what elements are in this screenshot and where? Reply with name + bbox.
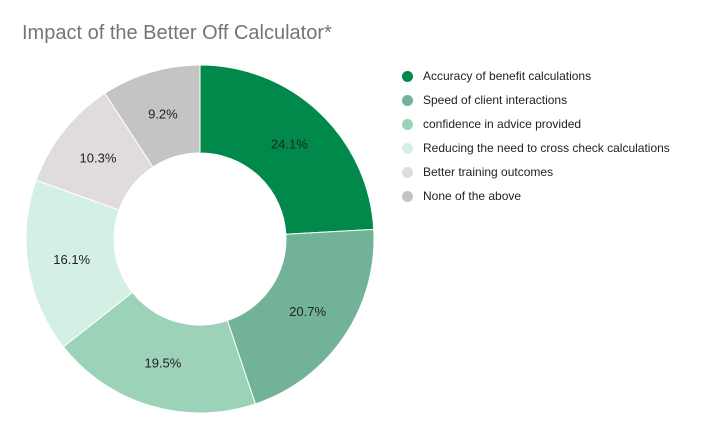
legend-label: Speed of client interactions — [423, 93, 568, 107]
legend-swatch-icon — [402, 94, 413, 106]
legend-swatch-icon — [402, 166, 413, 178]
legend-item-3: confidence in advice provided — [402, 112, 670, 136]
donut-slice-6 — [104, 64, 201, 168]
legend-label: Accuracy of benefit calculations — [423, 69, 592, 83]
legend-label: confidence in advice provided — [423, 117, 582, 131]
donut-slice-2 — [226, 228, 375, 405]
slice-label-5: 10.3% — [80, 150, 117, 165]
legend-swatch-icon — [402, 70, 413, 82]
legend-item-4: Reducing the need to cross check calcula… — [402, 136, 670, 160]
slice-label-4: 16.1% — [53, 252, 90, 267]
legend-item-5: Better training outcomes — [402, 160, 670, 184]
legend-label: Reducing the need to cross check calcula… — [423, 141, 670, 155]
legend-swatch-icon — [402, 118, 413, 130]
chart-legend: Accuracy of benefit calculations Speed of… — [402, 64, 670, 208]
legend-item-2: Speed of client interactions — [402, 88, 670, 112]
slice-label-6: 9.2% — [148, 106, 178, 121]
donut-slice-1 — [199, 64, 375, 235]
legend-label: None of the above — [423, 189, 522, 203]
slice-label-2: 20.7% — [289, 304, 326, 319]
legend-label: Better training outcomes — [423, 165, 554, 179]
donut-chart: 24.1% 20.7% 19.5% 16.1% 10.3% 9.2% — [25, 64, 375, 414]
legend-swatch-icon — [402, 190, 413, 202]
slice-label-1: 24.1% — [271, 137, 308, 152]
donut-slice-4 — [25, 179, 134, 348]
chart-title: Impact of the Better Off Calculator* — [22, 22, 332, 44]
slice-label-3: 19.5% — [144, 356, 181, 371]
legend-item-1: Accuracy of benefit calculations — [402, 64, 670, 88]
legend-item-6: None of the above — [402, 184, 670, 208]
donut-slice-3 — [62, 291, 257, 414]
legend-swatch-icon — [402, 142, 413, 154]
